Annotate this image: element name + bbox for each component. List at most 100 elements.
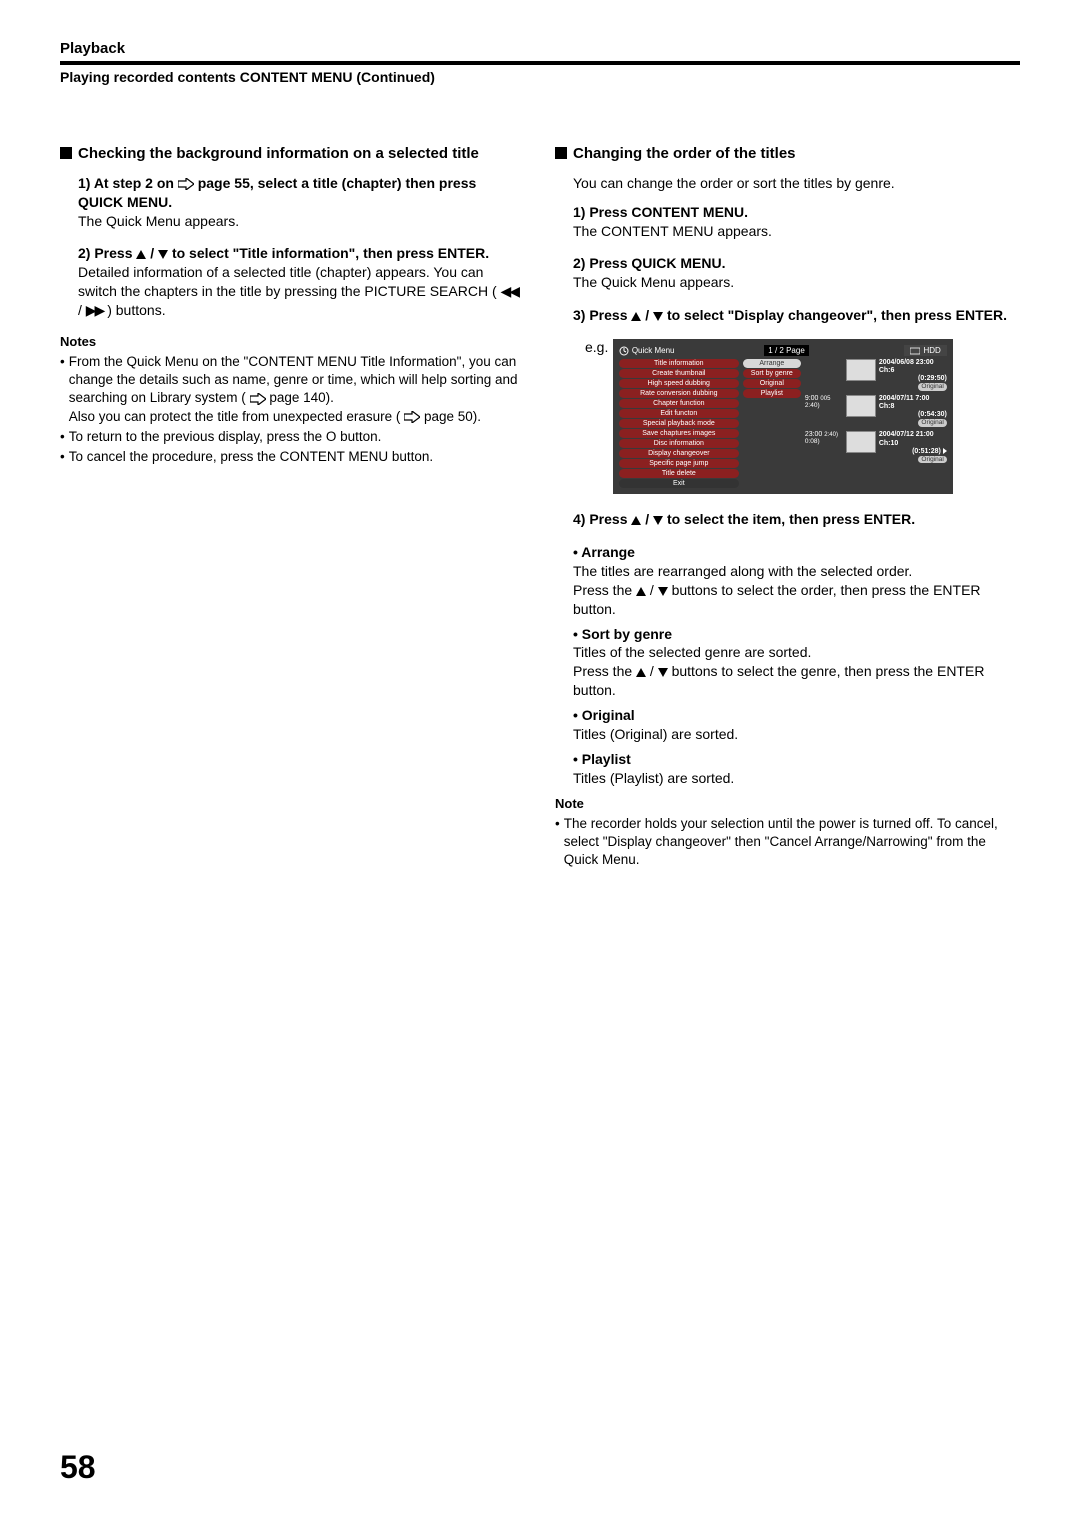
right-step-3-title-a: 3) Press — [573, 307, 631, 323]
osd-thumbnail — [846, 395, 876, 417]
left-note-3: • To cancel the procedure, press the CON… — [60, 448, 525, 466]
sub-sort-title: • Sort by genre — [573, 625, 1020, 644]
page-number: 58 — [60, 1449, 96, 1486]
osd-menu-item: Title delete — [619, 469, 739, 478]
sub-arrange-body-a: The titles are rearranged along with the… — [573, 562, 1020, 581]
down-arrow-icon — [658, 668, 668, 677]
left-note-1: • From the Quick Menu on the "CONTENT ME… — [60, 353, 525, 426]
osd-menu-item: Rate conversion dubbing — [619, 389, 739, 398]
page-header: Playback Playing recorded contents CONTE… — [60, 40, 1020, 85]
left-step-2-body: Detailed information of a selected title… — [78, 263, 525, 320]
left-note-1c: Also you can protect the title from unex… — [69, 409, 404, 424]
osd-menu-item: Specific page jump — [619, 459, 739, 468]
right-step-2-title: 2) Press QUICK MENU. — [573, 254, 1020, 273]
left-step-2-body-b: ) buttons. — [107, 302, 165, 318]
sub-original-title: • Original — [573, 706, 1020, 725]
osd-menu-item: Edit functon — [619, 409, 739, 418]
left-note-2: • To return to the previous display, pre… — [60, 428, 525, 446]
right-intro: You can change the order or sort the tit… — [573, 174, 1020, 193]
osd-submenu-item: Sort by genre — [743, 369, 801, 378]
osd-menu-item: High speed dubbing — [619, 379, 739, 388]
sub-arrange-body-b: Press the / buttons to select the order,… — [573, 581, 1020, 619]
osd-original-badge: Original — [918, 383, 946, 390]
page-ref-arrow-icon — [250, 393, 266, 405]
header-rule — [60, 61, 1020, 65]
osd-submenu-item: Playlist — [743, 389, 801, 398]
eg-label: e.g. — [585, 339, 608, 355]
page-ref-arrow-icon — [404, 411, 420, 423]
sub-arrange-title: • Arrange — [573, 543, 1020, 562]
sub-arrange-bb-a: Press the — [573, 582, 636, 598]
sub-sort-body-a: Titles of the selected genre are sorted. — [573, 643, 1020, 662]
up-arrow-icon — [631, 312, 641, 321]
left-note-1-text: From the Quick Menu on the "CONTENT MENU… — [69, 353, 525, 426]
content-columns: Checking the background information on a… — [60, 145, 1020, 871]
osd-submenu-item: Arrange — [743, 359, 801, 368]
osd-tile-left: 9:00 0052:40) — [805, 395, 843, 427]
down-arrow-icon — [653, 312, 663, 321]
up-arrow-icon — [636, 587, 646, 596]
osd-submenu-item: Original — [743, 379, 801, 388]
osd-quick-menu-list: Title informationCreate thumbnailHigh sp… — [619, 359, 739, 488]
right-step-3-title-b: to select "Display changeover", then pre… — [667, 307, 1007, 323]
osd-qm-text: Quick Menu — [632, 346, 675, 355]
bullet-icon: • — [60, 428, 65, 446]
bullet-icon: • — [60, 353, 65, 426]
osd-menu-item: Disc information — [619, 439, 739, 448]
osd-menu-item: Save chaptures images — [619, 429, 739, 438]
osd-body: Title informationCreate thumbnailHigh sp… — [619, 359, 947, 488]
right-step-3: 3) Press / to select "Display changeover… — [573, 306, 1020, 325]
osd-submenu: ArrangeSort by genreOriginalPlaylist — [743, 359, 801, 398]
right-note-1: • The recorder holds your selection unti… — [555, 815, 1020, 870]
osd-top-bar: Quick Menu 1 / 2 Page HDD — [619, 345, 947, 356]
osd-menu-item: Display changeover — [619, 449, 739, 458]
left-note-1b: page 140). — [269, 390, 334, 405]
down-arrow-icon — [158, 250, 168, 259]
osd-menu-item: Special playback mode — [619, 419, 739, 428]
square-bullet-icon — [60, 147, 72, 159]
osd-hdd-badge: HDD — [904, 345, 946, 356]
sub-original-body: Titles (Original) are sorted. — [573, 725, 1020, 744]
osd-thumbnail — [846, 431, 876, 453]
sub-playlist-body: Titles (Playlist) are sorted. — [573, 769, 1020, 788]
osd-tile: 2004/06/08 23:00Ch:6(0:29:50)Original — [805, 359, 947, 391]
sub-original: • Original Titles (Original) are sorted. — [573, 706, 1020, 744]
slash: / — [645, 307, 653, 323]
osd-menu-item: Chapter function — [619, 399, 739, 408]
right-heading-text: Changing the order of the titles — [573, 145, 796, 164]
right-step-2-body: The Quick Menu appears. — [573, 273, 1020, 292]
rewind-icon: ◀◀ — [501, 283, 519, 299]
left-step-1-body: The Quick Menu appears. — [78, 212, 525, 231]
right-step-4: 4) Press / to select the item, then pres… — [573, 510, 1020, 529]
right-note-1-text: The recorder holds your selection until … — [564, 815, 1020, 870]
osd-thumbnail — [846, 359, 876, 381]
osd-original-badge: Original — [918, 419, 946, 426]
osd-tile-info: 2004/07/12 21:00Ch:10(0:51:28) Original — [879, 431, 947, 463]
osd-menu-item: Exit — [619, 479, 739, 488]
sub-playlist-title: • Playlist — [573, 750, 1020, 769]
osd-menu-item: Create thumbnail — [619, 369, 739, 378]
left-note-2-text: To return to the previous display, press… — [69, 428, 382, 446]
down-arrow-icon — [653, 516, 663, 525]
sub-sort-bb-a: Press the — [573, 663, 636, 679]
left-note-1d: page 50). — [424, 409, 481, 424]
hdd-icon — [910, 347, 920, 355]
osd-tile-info: 2004/07/11 7:00Ch:8(0:54:30)Original — [879, 395, 947, 427]
slash: / — [150, 245, 158, 261]
right-step-1-title: 1) Press CONTENT MENU. — [573, 203, 1020, 222]
right-section-heading: Changing the order of the titles — [555, 145, 1020, 164]
left-step-2-title-a: 2) Press — [78, 245, 136, 261]
left-section-heading: Checking the background information on a… — [60, 145, 525, 164]
left-step-1: 1) At step 2 on page 55, select a title … — [78, 174, 525, 231]
right-note-heading: Note — [555, 796, 1020, 811]
up-arrow-icon — [636, 668, 646, 677]
sub-sort-body-b: Press the / buttons to select the genre,… — [573, 662, 1020, 700]
osd-screenshot: Quick Menu 1 / 2 Page HDD Title informat… — [613, 339, 953, 494]
left-step-2-body-a: Detailed information of a selected title… — [78, 264, 497, 299]
clock-icon — [619, 346, 629, 356]
left-step-1-prefix: 1) At step 2 on — [78, 175, 178, 191]
right-step-2: 2) Press QUICK MENU. The Quick Menu appe… — [573, 254, 1020, 292]
left-note-3-text: To cancel the procedure, press the CONTE… — [69, 448, 433, 466]
left-step-2-title-b: to select "Title information", then pres… — [172, 245, 489, 261]
osd-page-indicator: 1 / 2 Page — [764, 345, 808, 356]
